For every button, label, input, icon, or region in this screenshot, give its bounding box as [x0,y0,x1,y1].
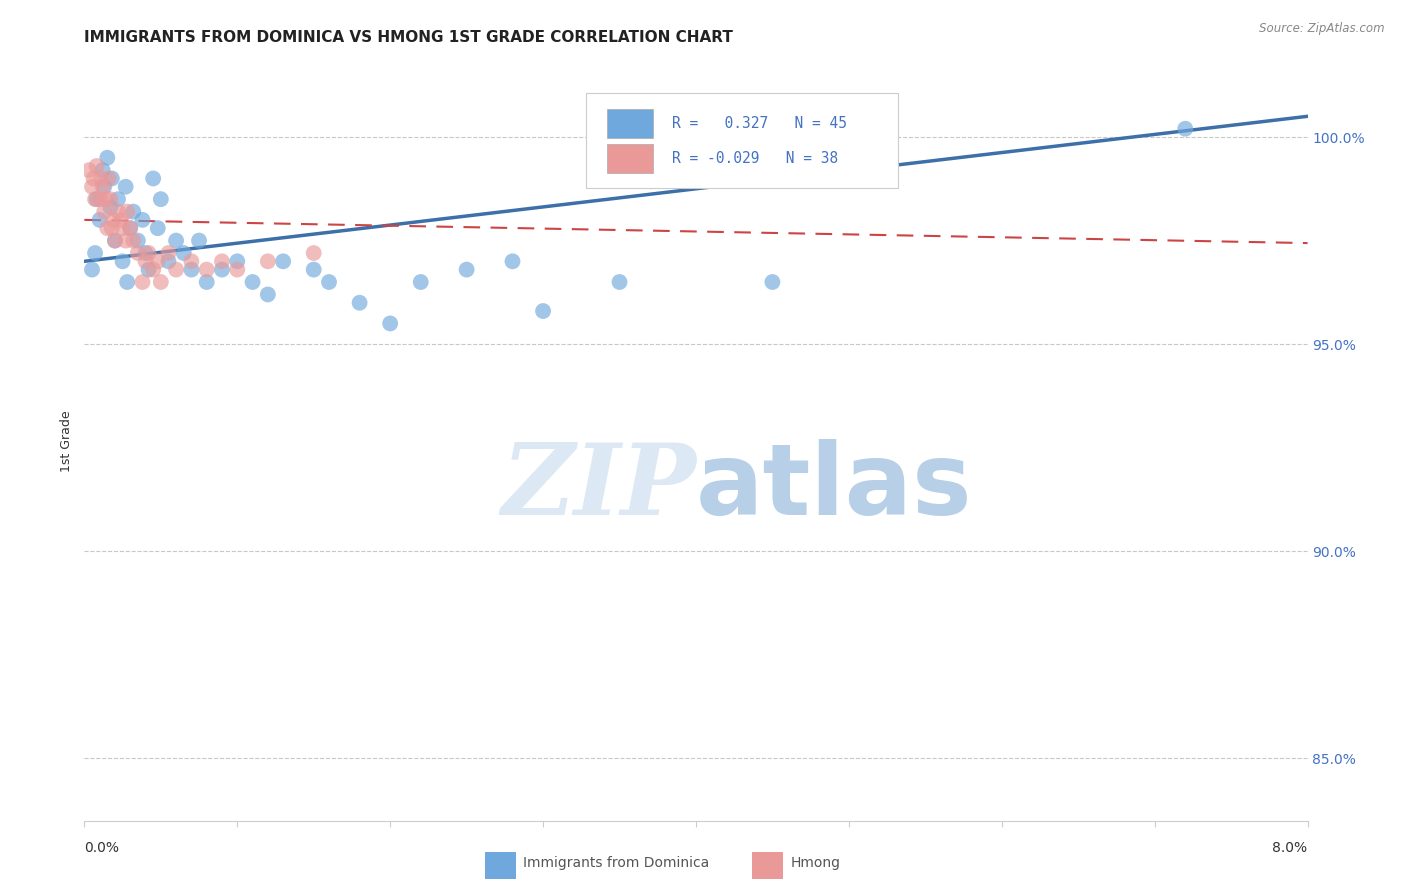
Point [318,275,340,289]
Point [127,246,149,260]
Point [302,262,325,277]
Point [115,275,138,289]
Point [142,262,165,277]
Point [110,213,132,227]
Point [107,192,129,206]
Point [142,171,165,186]
Point [122,204,145,219]
Point [188,234,211,248]
Point [103,213,125,227]
Point [80,262,103,277]
Point [89,213,111,227]
Point [195,275,218,289]
Text: atlas: atlas [696,439,973,535]
Point [157,246,180,260]
Point [149,192,172,206]
Text: 8.0%: 8.0% [1272,841,1308,855]
Point [91,179,114,194]
Point [257,287,280,301]
Point [127,234,149,248]
Point [257,254,280,268]
Point [114,234,136,248]
Point [86,159,108,173]
Point [211,262,233,277]
Point [380,317,402,331]
Text: R = -0.029   N = 38: R = -0.029 N = 38 [672,152,838,166]
Point [94,192,117,206]
Point [146,254,169,268]
Text: Immigrants from Dominica: Immigrants from Dominica [523,856,709,871]
Point [165,234,187,248]
Point [211,254,233,268]
Point [84,246,107,260]
Point [180,262,202,277]
Point [456,262,478,277]
Text: IMMIGRANTS FROM DOMINICA VS HMONG 1ST GRADE CORRELATION CHART: IMMIGRANTS FROM DOMINICA VS HMONG 1ST GR… [84,29,734,45]
Point [138,246,160,260]
Point [761,275,783,289]
Point [97,171,120,186]
Point [146,221,169,235]
Point [149,275,172,289]
Text: Source: ZipAtlas.com: Source: ZipAtlas.com [1260,22,1385,36]
Point [349,295,371,310]
Point [80,179,103,194]
Point [120,221,142,235]
Point [84,192,107,206]
Y-axis label: 1st Grade: 1st Grade [60,410,73,473]
Point [131,275,153,289]
Point [89,192,111,206]
Point [111,254,134,268]
Point [138,262,160,277]
Point [114,179,136,194]
Point [1174,121,1197,136]
Point [131,213,153,227]
FancyBboxPatch shape [586,93,898,187]
Point [86,192,108,206]
Point [115,204,138,219]
Point [302,246,325,260]
Text: ZIP: ZIP [501,439,696,535]
Point [91,163,114,178]
Point [93,179,115,194]
Point [96,151,118,165]
Point [120,221,142,235]
Point [98,192,121,206]
FancyBboxPatch shape [606,145,654,173]
Point [157,254,180,268]
Point [107,204,129,219]
Point [104,234,127,248]
Point [609,275,631,289]
Point [531,304,554,318]
Point [271,254,294,268]
FancyBboxPatch shape [606,109,654,137]
Point [96,221,118,235]
Point [409,275,432,289]
Point [502,254,524,268]
Text: Hmong: Hmong [790,856,841,871]
Point [195,262,218,277]
Text: 0.0%: 0.0% [84,841,120,855]
Point [173,246,195,260]
Point [180,254,202,268]
Point [165,262,187,277]
Point [226,254,249,268]
Point [226,262,249,277]
Point [104,234,127,248]
Point [135,254,157,268]
Point [122,234,145,248]
Point [101,221,124,235]
Point [77,163,100,178]
Point [93,204,115,219]
Point [101,171,124,186]
Point [98,201,121,215]
Point [83,171,105,186]
Text: R =   0.327   N = 45: R = 0.327 N = 45 [672,116,846,130]
Point [135,246,157,260]
Point [111,221,134,235]
Point [242,275,264,289]
Point [90,171,112,186]
